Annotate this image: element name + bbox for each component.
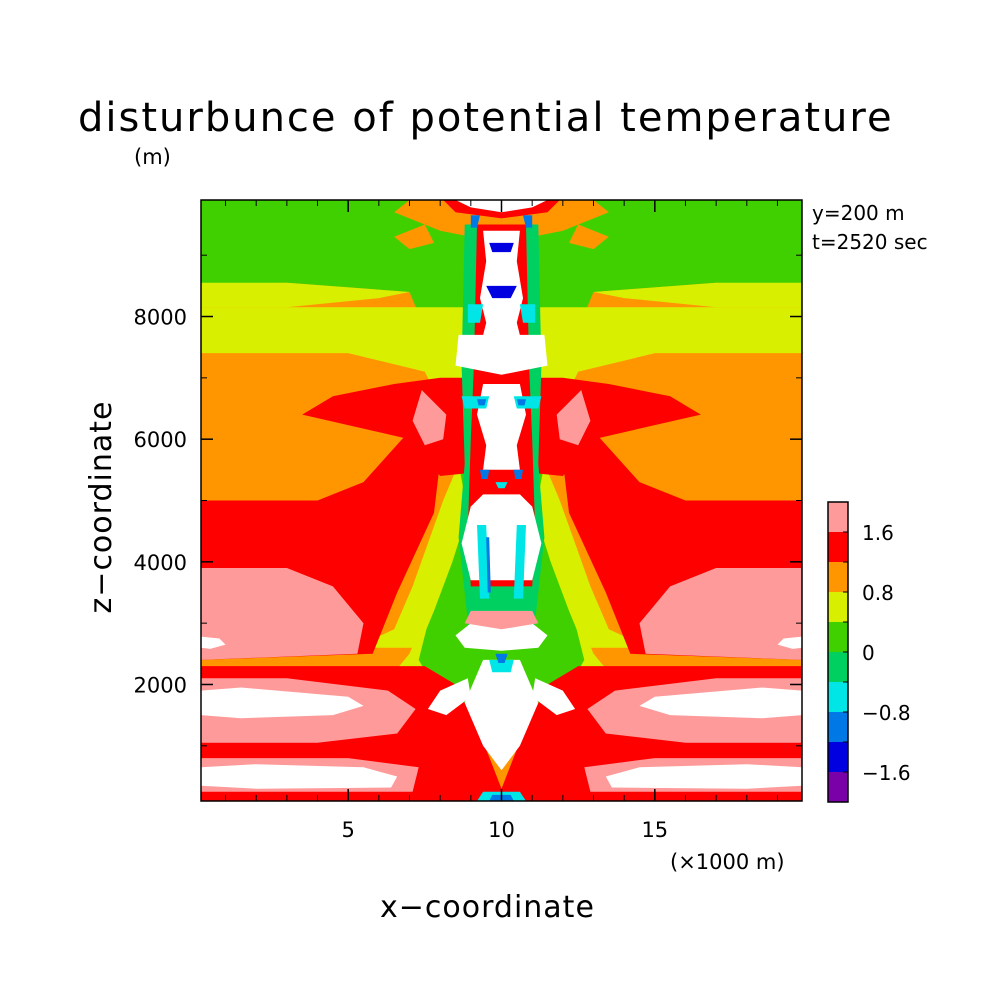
x-scale-label: (×1000 m) xyxy=(670,850,785,874)
colorbar-swatch xyxy=(828,682,848,712)
contour-region-44 xyxy=(477,525,490,599)
colorbar-swatch xyxy=(828,532,848,562)
contour-region-40 xyxy=(464,659,539,771)
unit-label: (m) xyxy=(134,145,171,169)
contour-region-24 xyxy=(201,764,398,789)
colorbar-label: 0 xyxy=(862,641,875,665)
contour-region-43 xyxy=(464,610,539,630)
colorbar-swatch xyxy=(828,592,848,622)
x-tick-label: 15 xyxy=(641,818,668,842)
colorbar-swatch xyxy=(828,562,848,592)
contour-region-50 xyxy=(513,396,542,409)
contour-region-15 xyxy=(201,568,364,660)
colorbar-swatch xyxy=(828,742,848,772)
contour-region-37 xyxy=(477,384,526,470)
colorbar-swatch xyxy=(828,652,848,682)
colorbar-label: 1.6 xyxy=(862,521,894,545)
colorbar-swatch xyxy=(828,502,848,532)
axis-ticks: 5 10 15 2000 4000 6000 8000 xyxy=(134,200,802,842)
contour-region-28 xyxy=(394,200,609,243)
contour-region-61 xyxy=(495,482,508,489)
y-tick-label: 4000 xyxy=(134,551,187,575)
y-tick-label: 2000 xyxy=(134,673,187,697)
info-y-label: y=200 m xyxy=(812,201,905,225)
contour-field xyxy=(201,200,802,801)
contour-region-29 xyxy=(569,224,609,250)
contour-region-60 xyxy=(513,469,523,479)
info-t-label: t=2520 sec xyxy=(812,230,928,254)
contour-region-56 xyxy=(489,242,514,253)
colorbar-swatch xyxy=(828,622,848,652)
chart-title: disturbunce of potential temperature xyxy=(78,95,894,141)
contour-region-48 xyxy=(495,653,508,663)
contour-region-54 xyxy=(519,304,536,323)
contour-region-58 xyxy=(523,215,533,228)
contour-region-14 xyxy=(556,390,591,446)
contour-region-16 xyxy=(639,568,802,660)
contour-region-59 xyxy=(480,469,490,479)
contour-region-20 xyxy=(201,687,364,719)
contour-region-2 xyxy=(201,282,410,308)
contour-region-26 xyxy=(201,636,226,649)
contour-region-27 xyxy=(777,636,802,649)
colorbar-label: 0.8 xyxy=(862,581,894,605)
contour-region-53 xyxy=(467,304,484,323)
x-tick-label: 5 xyxy=(341,818,354,842)
contour-region-41 xyxy=(427,678,471,716)
contour-region-57 xyxy=(470,215,480,228)
x-tick-label: 10 xyxy=(488,818,515,842)
y-tick-label: 6000 xyxy=(134,428,187,452)
contour-region-46 xyxy=(486,537,491,593)
colorbar-label: −0.8 xyxy=(862,701,911,725)
contour-region-9 xyxy=(535,463,649,648)
contour-region-38 xyxy=(461,494,542,581)
contour-region-13 xyxy=(412,390,447,446)
contour-region-55 xyxy=(486,285,517,299)
contour-region-47 xyxy=(489,659,514,673)
colorbar-label: −1.6 xyxy=(862,761,911,785)
colorbar-swatch xyxy=(828,712,848,742)
x-axis-label: x−coordinate xyxy=(380,890,595,925)
contour-region-45 xyxy=(513,525,526,599)
contour-region-52 xyxy=(516,399,526,406)
contour-region-39 xyxy=(455,623,548,651)
contour-region-49 xyxy=(461,396,490,409)
colorbar: −1.6 −0.8 0 0.8 1.6 xyxy=(827,501,911,803)
contour-region-21 xyxy=(639,687,802,719)
contour-region-42 xyxy=(532,678,576,716)
colorbar-swatch xyxy=(828,772,848,802)
contour-region-30 xyxy=(394,224,434,250)
y-tick-label: 8000 xyxy=(134,306,187,330)
contour-region-25 xyxy=(605,764,802,789)
contour-region-51 xyxy=(477,399,487,406)
contour-region-36 xyxy=(455,334,548,375)
contour-region-3 xyxy=(593,282,802,308)
contour-region-8 xyxy=(354,463,468,648)
